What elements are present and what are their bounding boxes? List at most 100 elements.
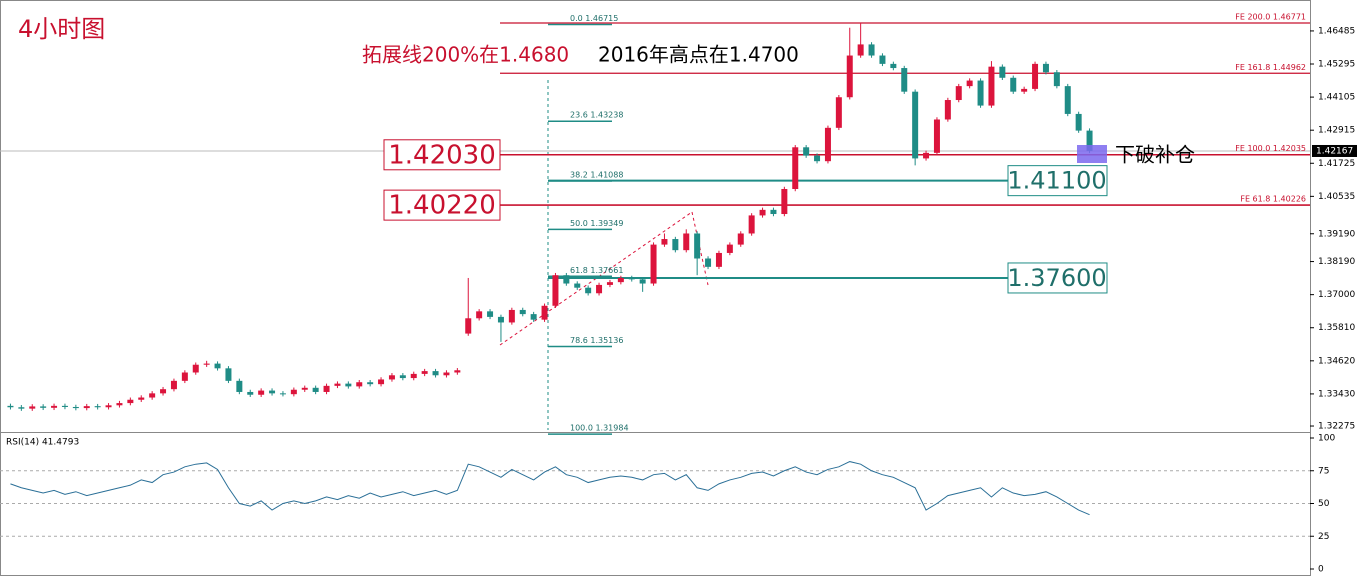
y-tick-label: 25 bbox=[1318, 532, 1329, 542]
y-tick-label: 1.37000 bbox=[1318, 290, 1355, 300]
y-tick-label: 1.35810 bbox=[1318, 323, 1355, 333]
candle-body bbox=[759, 209, 766, 216]
candle-body bbox=[61, 405, 68, 407]
plot: 1.46485 1.45295 1.44105 1.42915 1.41725 1.405… bbox=[0, 12, 1357, 575]
candle-body bbox=[290, 389, 297, 395]
target-box bbox=[1007, 262, 1108, 294]
fib-label: 23.6 1.43238 bbox=[570, 111, 623, 120]
candle-body bbox=[127, 399, 134, 404]
candle-body bbox=[443, 372, 450, 376]
target-label: 1.37600 bbox=[1007, 264, 1106, 292]
y-tick-label: 1.42915 bbox=[1318, 126, 1355, 136]
y-tick-label: 1.38190 bbox=[1318, 257, 1355, 267]
candle-body bbox=[519, 309, 526, 315]
candle-body bbox=[1053, 72, 1060, 87]
candle-body bbox=[18, 407, 25, 409]
current-price-label: 1.42167 bbox=[1316, 146, 1353, 156]
y-tick-label: 1.40535 bbox=[1318, 192, 1355, 202]
candle-body bbox=[999, 66, 1006, 78]
candle-body bbox=[1010, 77, 1017, 92]
candle-body bbox=[236, 380, 243, 392]
candle-body bbox=[508, 309, 515, 323]
candle-body bbox=[868, 44, 875, 56]
candle-body bbox=[824, 127, 831, 162]
candle-body bbox=[1042, 63, 1049, 73]
target-box bbox=[1007, 165, 1108, 197]
candle-body bbox=[726, 244, 733, 253]
candle-body bbox=[912, 91, 919, 159]
candle-body bbox=[879, 55, 886, 64]
candle-body bbox=[1075, 113, 1082, 131]
y-tick-label: 1.32275 bbox=[1318, 422, 1355, 432]
candle-body bbox=[51, 405, 58, 408]
y-tick-label: 1.39190 bbox=[1318, 229, 1355, 239]
candle-body bbox=[301, 387, 308, 390]
fib-label: 50.0 1.39349 bbox=[570, 219, 623, 228]
fe-label: FE 200.0 1.46771 bbox=[1235, 12, 1306, 21]
candle-body bbox=[606, 282, 613, 285]
note: 拓展线200%在1.4680 bbox=[362, 43, 569, 67]
candle-body bbox=[552, 275, 559, 306]
candle-body bbox=[803, 147, 810, 156]
candle-body bbox=[1064, 86, 1071, 114]
candle-body bbox=[192, 364, 199, 373]
candle-body bbox=[258, 390, 265, 395]
candle-body bbox=[105, 405, 112, 408]
candle-body bbox=[7, 405, 14, 408]
target-label: 1.41100 bbox=[1007, 167, 1106, 195]
candle-body bbox=[890, 63, 897, 69]
entry-label: 1.42030 bbox=[388, 140, 496, 170]
fib-label: 61.8 1.37661 bbox=[570, 266, 623, 275]
candle-body bbox=[160, 389, 167, 394]
zone-marker bbox=[1077, 145, 1107, 163]
candle-body bbox=[792, 147, 799, 189]
entry-box bbox=[383, 189, 501, 221]
candle-body bbox=[181, 372, 188, 381]
candle-body bbox=[1086, 130, 1093, 151]
candle-body bbox=[770, 209, 777, 215]
candle-body bbox=[639, 279, 646, 284]
y-tick-label: 1.46485 bbox=[1318, 26, 1355, 36]
candle-body bbox=[399, 375, 406, 379]
candle-body bbox=[83, 406, 90, 409]
candle-body bbox=[388, 375, 395, 380]
candle-body bbox=[345, 383, 352, 387]
candle-body bbox=[574, 283, 581, 288]
fe-label: FE 100.0 1.42035 bbox=[1235, 144, 1306, 153]
note: 2016年高点在1.4700 bbox=[598, 43, 799, 67]
candle-body bbox=[487, 311, 494, 317]
fe-label: FE 161.8 1.44962 bbox=[1235, 63, 1306, 72]
candle-body bbox=[530, 314, 537, 320]
candle-body bbox=[465, 318, 472, 334]
candle-body bbox=[748, 215, 755, 234]
candle-body bbox=[596, 284, 603, 294]
candle-body bbox=[955, 86, 962, 101]
candle-body bbox=[672, 239, 679, 251]
candle-body bbox=[410, 373, 417, 379]
candle-body bbox=[378, 379, 385, 385]
candle-body bbox=[40, 406, 47, 408]
candle-body bbox=[814, 155, 821, 162]
y-tick-label: 50 bbox=[1318, 499, 1330, 509]
candle-body bbox=[279, 393, 286, 395]
candle-body bbox=[988, 66, 995, 106]
y-tick-label: 1.41725 bbox=[1318, 159, 1355, 169]
candle-body bbox=[138, 397, 145, 400]
candle-body bbox=[1021, 88, 1028, 92]
note: 下破补仓 bbox=[1115, 143, 1195, 167]
entry-box bbox=[383, 139, 501, 171]
candle-body bbox=[454, 370, 461, 373]
candle-body bbox=[857, 44, 864, 56]
candle-body bbox=[367, 382, 374, 385]
candle-body bbox=[835, 97, 842, 128]
candle-body bbox=[323, 385, 330, 392]
candle-body bbox=[563, 275, 570, 284]
candle-body bbox=[661, 239, 668, 245]
y-tick-label: 1.34620 bbox=[1318, 356, 1355, 366]
candle-body bbox=[737, 233, 744, 245]
candle-body bbox=[715, 252, 722, 267]
candle-body bbox=[312, 387, 319, 392]
y-tick-label: 75 bbox=[1318, 466, 1329, 476]
chart-title: 4小时图 bbox=[18, 15, 105, 43]
fe-label: FE 61.8 1.40226 bbox=[1240, 194, 1306, 203]
